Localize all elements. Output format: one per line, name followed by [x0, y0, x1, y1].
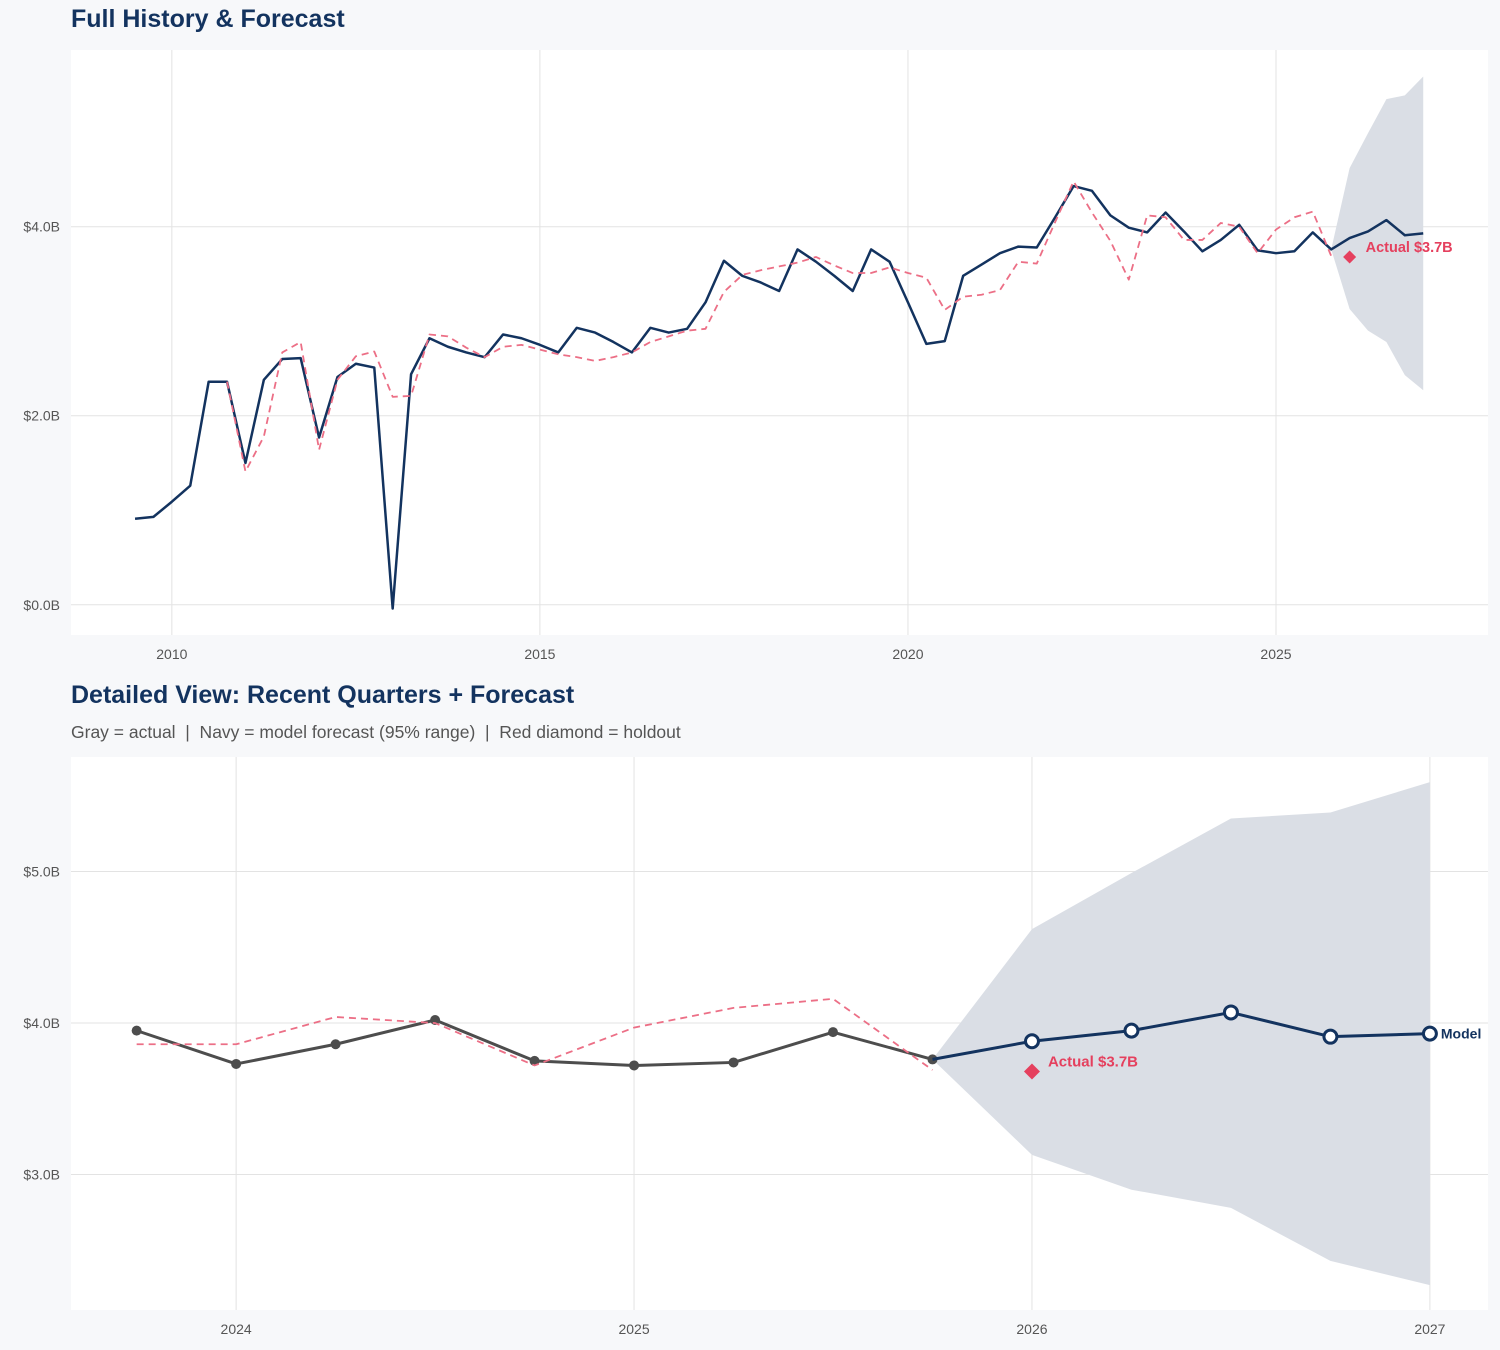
bottom-actual-point — [330, 1039, 341, 1050]
bottom-actual-point — [629, 1060, 640, 1071]
bottom-y-tick-label: $3.0B — [23, 1167, 60, 1183]
bottom-x-tick-label: 2027 — [1414, 1321, 1445, 1337]
bottom-forecast-line — [932, 1010, 1430, 1061]
top-y-tick-label: $0.0B — [23, 597, 60, 613]
bottom-x-tick-label: 2025 — [618, 1321, 649, 1337]
bottom-actual-point — [728, 1057, 739, 1068]
bottom-actual-point — [131, 1025, 142, 1036]
bottom-actual-point — [828, 1027, 839, 1038]
bottom-x-tick-label: 2026 — [1016, 1321, 1047, 1337]
bottom-forecast-point — [1123, 1022, 1140, 1039]
top-x-tick-label: 2020 — [892, 646, 923, 662]
top-holdout-diamond — [1343, 250, 1357, 264]
bottom-actual-point — [231, 1058, 242, 1069]
bottom-chart-subtitle: Gray = actual | Navy = model forecast (9… — [71, 722, 681, 742]
top-y-tick-label: $4.0B — [23, 219, 60, 235]
bottom-y-tick-label: $4.0B — [23, 1015, 60, 1031]
top-plot-area — [71, 50, 1488, 635]
bottom-chart: 2024 2025 2026 2027 $3.0B $4.0B $5.0B Model Actu… — [23, 757, 1488, 1337]
top-history_and_forecast-line — [134, 184, 1424, 610]
bottom-forecast-band — [932, 782, 1430, 1286]
top-forecast-band — [1331, 76, 1424, 391]
bottom-x-tick-label: 2024 — [221, 1321, 252, 1337]
bottom-holdout-label: Actual $3.7B — [1048, 1054, 1138, 1071]
bottom-forecast-point — [1421, 1025, 1438, 1042]
bottom-forecast-point — [1222, 1004, 1239, 1021]
top-holdout-label: Actual $3.7B — [1366, 240, 1453, 256]
bottom-chart-title: Detailed View: Recent Quarters + Forecas… — [71, 681, 575, 709]
top-chart-title: Full History & Forecast — [71, 5, 345, 33]
bottom-holdout-diamond — [1023, 1063, 1040, 1080]
bottom-forecast-point — [1023, 1033, 1040, 1050]
top-chart: 2010 2015 2020 2025 $0.0B $2.0B $4.0B Actual $3… — [23, 50, 1488, 662]
bottom-forecast-point — [1322, 1028, 1339, 1045]
bottom-model-label: Model — [1441, 1026, 1481, 1042]
bottom-y-tick-label: $5.0B — [23, 864, 60, 880]
bottom-fitted-line — [136, 997, 934, 1071]
bottom-actual-point — [529, 1055, 540, 1066]
top-x-tick-label: 2025 — [1260, 646, 1291, 662]
top-y-tick-label: $2.0B — [23, 408, 60, 424]
top-fitted-line — [226, 180, 1333, 473]
bottom-actual-point — [430, 1015, 441, 1026]
top-x-tick-label: 2010 — [156, 646, 187, 662]
top-x-tick-label: 2015 — [524, 646, 555, 662]
